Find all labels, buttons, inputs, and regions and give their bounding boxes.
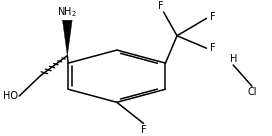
Text: H: H — [230, 54, 237, 64]
Text: Cl: Cl — [247, 87, 257, 97]
Text: F: F — [141, 125, 146, 135]
Text: F: F — [158, 1, 164, 11]
Text: F: F — [211, 12, 216, 22]
Text: HO: HO — [3, 91, 18, 101]
Text: NH$_2$: NH$_2$ — [57, 5, 77, 19]
Polygon shape — [63, 20, 72, 56]
Text: F: F — [211, 43, 216, 53]
